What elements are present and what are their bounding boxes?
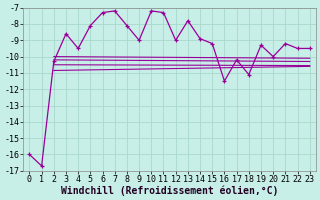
- X-axis label: Windchill (Refroidissement éolien,°C): Windchill (Refroidissement éolien,°C): [61, 185, 278, 196]
